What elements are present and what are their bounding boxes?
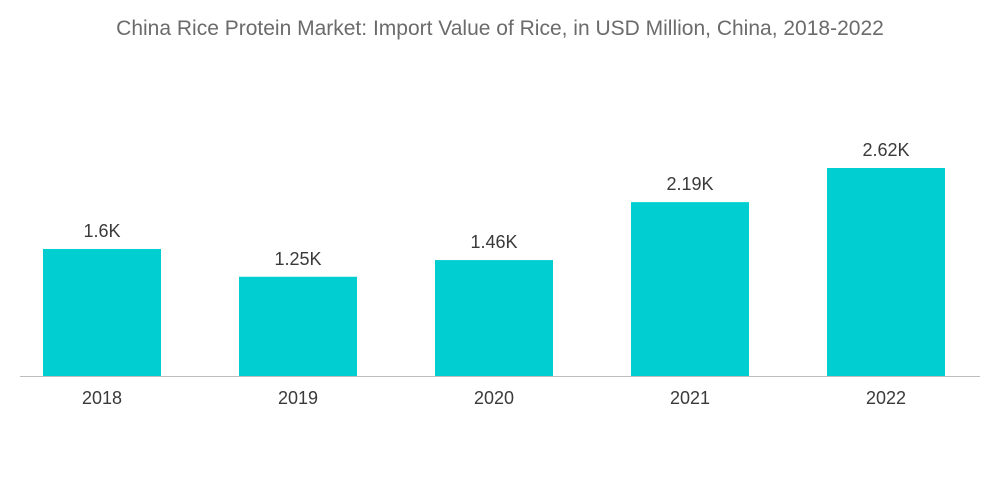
bar-2021 [631,202,749,376]
x-tick-label-2022: 2022 [866,388,906,408]
value-label-2018: 1.6K [83,221,120,241]
chart-title: China Rice Protein Market: Import Value … [116,17,884,40]
value-label-2020: 1.46K [470,232,517,252]
bar-2019 [239,276,357,376]
bar-2022 [827,168,945,376]
bar-2018 [43,248,161,376]
x-tick-label-2019: 2019 [278,388,318,408]
x-tick-label-2020: 2020 [474,388,514,408]
value-label-2021: 2.19K [666,174,713,194]
x-tick-label-2021: 2021 [670,388,710,408]
value-label-2019: 1.25K [274,249,321,269]
value-label-2022: 2.62K [862,140,909,160]
bar-2020 [435,260,553,376]
x-tick-label-2018: 2018 [82,388,122,408]
